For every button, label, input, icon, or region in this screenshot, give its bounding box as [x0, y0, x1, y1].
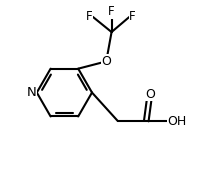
- Text: F: F: [129, 10, 136, 23]
- Text: O: O: [145, 88, 155, 101]
- Text: F: F: [86, 10, 93, 23]
- Text: OH: OH: [168, 114, 187, 128]
- Text: O: O: [101, 55, 111, 68]
- Text: F: F: [108, 5, 115, 18]
- Text: N: N: [27, 86, 37, 99]
